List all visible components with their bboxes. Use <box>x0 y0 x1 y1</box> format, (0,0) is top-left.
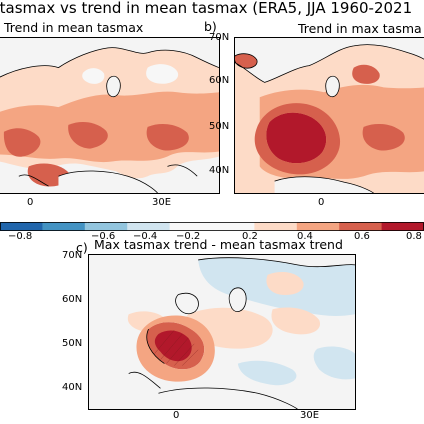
colorbar-bin <box>0 222 43 231</box>
panel-a-svg <box>0 47 219 193</box>
panel-c-dark-red-core <box>154 330 192 362</box>
colorbar-svg <box>0 222 424 231</box>
panel-b-red-ring <box>254 103 341 175</box>
panel-a-red-patch-east <box>146 124 189 151</box>
colorbar-tick-neg-0-4: −0.4 <box>133 231 158 242</box>
panel-c-lon-tick-30e: 30E <box>300 410 320 421</box>
panel-a-lon-tick-0: 0 <box>27 197 34 208</box>
panel-c-coastlines <box>128 257 355 409</box>
panel-c-light-blue-east <box>313 346 355 380</box>
colorbar-bin <box>42 222 86 231</box>
panel-a-map <box>0 37 220 194</box>
panel-c-lat-tick-70n: 70N <box>62 250 83 261</box>
panel-a-sea-baltic <box>106 76 121 97</box>
colorbar <box>0 222 424 231</box>
colorbar-tick-0-4: 0.4 <box>297 231 313 242</box>
panel-c-lat-tick-60n: 60N <box>62 294 83 305</box>
panel-b-red-patch-east <box>362 124 405 151</box>
panel-b-dark-red-core <box>266 112 327 164</box>
panel-a-neutral-patch-north <box>146 64 179 84</box>
colorbar-tick-0-2: 0.2 <box>242 231 258 242</box>
panel-a-lon-tick-30e: 30E <box>152 197 172 208</box>
figure-suptitle: x tasmax vs trend in mean tasmax (ERA5, … <box>0 0 413 17</box>
panel-a-red-patch-center <box>68 122 108 149</box>
panel-b-map <box>234 37 424 194</box>
panel-c-light-blue-south <box>237 360 297 386</box>
panel-b-title: Trend in max tasma <box>298 21 422 36</box>
colorbar-tick-neg-0-8: −0.8 <box>8 231 33 242</box>
panel-c-sea-north <box>175 293 199 314</box>
panel-c-light-salmon-north <box>266 271 304 295</box>
colorbar-bin <box>127 222 171 231</box>
panel-a-sea-mediterranean <box>58 171 158 193</box>
panel-c-hatching <box>154 329 199 366</box>
panel-b-lat-tick-50n: 50N <box>209 121 230 132</box>
panel-b-sea-baltic <box>325 76 340 97</box>
panel-c-light-salmon-east <box>271 307 321 335</box>
panel-c-salmon-ring <box>136 315 215 382</box>
panel-b-lat-tick-40n: 40N <box>209 165 230 176</box>
panel-b-red-patch-north <box>352 64 380 84</box>
colorbar-bin <box>169 222 213 231</box>
panel-c-lon-tick-0: 0 <box>173 410 180 421</box>
panel-a-red-patch-west <box>3 128 41 157</box>
panel-b-iceland-patch <box>235 53 258 69</box>
panel-c-title: Max tasmax trend - mean tasmax trend <box>94 237 343 252</box>
panel-b-svg <box>235 44 424 193</box>
panel-c-lat-tick-40n: 40N <box>62 382 83 393</box>
colorbar-bin <box>212 222 255 231</box>
panel-b-lat-tick-60n: 60N <box>209 75 230 86</box>
colorbar-tick-neg-0-2: −0.2 <box>176 231 201 242</box>
colorbar-bin <box>84 222 128 231</box>
colorbar-tick-0-8: 0.8 <box>406 231 422 242</box>
panel-c-sea-baltic <box>229 287 247 312</box>
panel-b-sea-mediterranean <box>274 176 374 193</box>
panel-b-lon-tick-0: 0 <box>318 197 325 208</box>
panel-a-neutral-patch-scandi <box>82 68 105 84</box>
panel-c-sea-mediterranean <box>158 387 298 409</box>
panel-c-map <box>88 254 356 410</box>
panel-c-label: c) <box>76 240 88 255</box>
panel-b-lat-tick-70n: 70N <box>209 32 230 43</box>
panel-c-svg <box>127 257 355 409</box>
colorbar-tick-0-6: 0.6 <box>354 231 370 242</box>
panel-c-lat-tick-50n: 50N <box>62 338 83 349</box>
panel-b-label: b) <box>204 19 217 34</box>
panel-b-coastlines <box>235 44 424 193</box>
panel-a-title: Trend in mean tasmax <box>4 20 144 35</box>
colorbar-bin <box>254 222 298 231</box>
colorbar-bin <box>296 222 340 231</box>
colorbar-bin <box>381 222 424 231</box>
colorbar-bin <box>339 222 383 231</box>
colorbar-tick-neg-0-6: −0.6 <box>91 231 116 242</box>
panel-a-coastlines <box>0 47 219 193</box>
